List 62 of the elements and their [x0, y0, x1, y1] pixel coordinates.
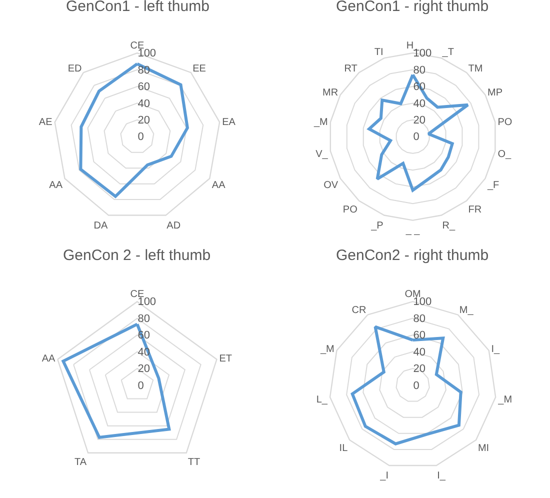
spoke-label: DA — [94, 220, 108, 232]
spoke-label: AA — [212, 180, 226, 191]
spoke-label: _M — [312, 116, 328, 128]
spoke-label: AA — [49, 180, 63, 191]
spoke-label: L_ — [316, 394, 328, 406]
spoke-label: _F — [486, 180, 500, 191]
spoke-label: _T — [441, 46, 454, 58]
spoke-label: V_ — [316, 148, 328, 160]
y-tick-label: 0 — [413, 131, 420, 144]
spoke-label: M_ — [459, 304, 474, 316]
y-tick-label: 80 — [413, 312, 426, 325]
y-tick-label: 80 — [138, 312, 150, 325]
spoke-label: AE — [38, 116, 53, 128]
spoke-label: FR — [468, 204, 482, 216]
spoke-label: I_ — [437, 470, 446, 482]
y-tick-label: 40 — [413, 346, 426, 358]
y-tick-label: 0 — [413, 380, 420, 392]
spoke-label: MI — [478, 442, 490, 454]
y-tick-label: 20 — [138, 363, 150, 376]
spoke-label: EA — [222, 116, 236, 128]
y-tick-label: 20 — [413, 114, 426, 127]
spoke-label: IL — [339, 442, 348, 454]
spoke-label: _M — [497, 394, 512, 406]
spoke-label: PO — [342, 204, 358, 216]
spoke-label: TM — [468, 63, 483, 74]
chart-title: GenCon 2 - left thumb — [63, 247, 211, 264]
spoke-label: RT — [344, 63, 358, 74]
spoke-label: ED — [68, 63, 82, 74]
spoke-label: R_ — [442, 220, 456, 232]
y-tick-label: 100 — [138, 48, 156, 60]
y-tick-label: 40 — [138, 98, 150, 110]
spoke-label: PO — [498, 116, 512, 128]
spoke-label: ET — [219, 353, 232, 364]
spoke-label: O_ — [498, 148, 512, 160]
y-tick-label: 0 — [138, 380, 144, 392]
y-tick-label: 20 — [413, 363, 426, 376]
spoke-label: MP — [487, 88, 503, 99]
spoke-label: OV — [324, 180, 338, 191]
spoke-label: TA — [74, 457, 87, 468]
y-tick-label: 60 — [138, 81, 150, 94]
y-tick-label: 80 — [138, 64, 150, 76]
spoke-label: EE — [192, 63, 206, 74]
chart-title: GenCon1 - left thumb — [66, 0, 210, 15]
spoke-label: _I — [379, 470, 388, 482]
spoke-label: TT — [188, 457, 200, 468]
spoke-label: _P — [370, 220, 384, 232]
y-tick-label: 100 — [138, 296, 156, 308]
chart-title: GenCon2 - right thumb — [336, 247, 489, 264]
spoke-label: AD — [166, 220, 181, 232]
y-tick-label: 40 — [413, 98, 426, 110]
y-tick-label: 20 — [138, 114, 150, 127]
spoke-label: MR — [322, 88, 338, 99]
y-tick-label: 80 — [413, 64, 426, 76]
spoke-label: I_ — [491, 344, 500, 355]
spoke-label: _M — [319, 344, 334, 355]
y-tick-label: 100 — [413, 296, 432, 308]
chart-title: GenCon1 - right thumb — [336, 0, 489, 15]
spoke-label: TI — [374, 46, 384, 58]
spoke-label: AA — [42, 353, 56, 364]
spoke-label: _ _ — [404, 224, 420, 236]
y-tick-label: 0 — [138, 131, 144, 144]
spoke-label: CR — [352, 304, 366, 316]
